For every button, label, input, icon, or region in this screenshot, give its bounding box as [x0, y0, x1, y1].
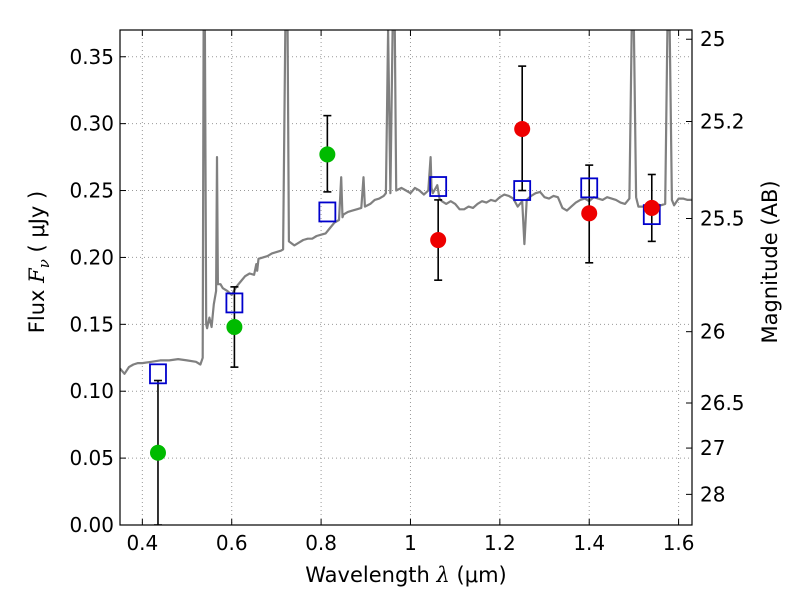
y2-tick-label: 28: [700, 482, 725, 506]
axis-ticks: 0.4 0.6 0.8 1 1.2 1.4 1.6 0.00 0.05 0.10 0.15 0.20 0…: [69, 27, 744, 555]
y-axis-title: Flux Fν ( μJy ): [25, 191, 53, 333]
observed-green-point: [149, 444, 166, 461]
errorbar-group: [153, 65, 656, 525]
y-tick-label: 0.00: [69, 513, 114, 537]
x-tick-label: 0.4: [126, 531, 158, 555]
y2-tick-label: 26.5: [700, 391, 745, 415]
observed-red-point: [643, 199, 660, 216]
x-tick-label: 1.6: [663, 531, 695, 555]
model-square-marker: [580, 177, 599, 199]
plot-frame: [119, 29, 693, 526]
model-photometry-group: [149, 176, 661, 385]
y-tick-label: 0.15: [69, 312, 114, 336]
model-square-marker: [513, 180, 532, 201]
y2-tick-label: 26: [700, 320, 725, 344]
observed-green-point: [226, 319, 243, 335]
observed-photometry-group: [149, 121, 660, 461]
observed-red-point: [430, 232, 447, 249]
model-square-marker: [225, 292, 244, 314]
model-square-marker: [149, 363, 167, 385]
y2-tick-label: 25.2: [700, 110, 745, 134]
y2-tick-label: 25: [700, 27, 725, 51]
observed-green-point: [319, 146, 336, 163]
model-square-marker: [429, 176, 448, 197]
model-square-marker: [318, 201, 337, 223]
x-axis-title: Wavelength λ (μm): [305, 563, 506, 587]
y2-axis-title: Magnitude (AB): [758, 180, 782, 343]
template-spectrum-group: [120, 30, 692, 375]
x-tick-label: 1: [404, 531, 417, 555]
x-tick-label: 1.4: [573, 531, 605, 555]
y-tick-label: 0.20: [69, 245, 114, 269]
observed-red-point: [514, 121, 531, 137]
x-tick-label: 1.2: [484, 531, 516, 555]
y-tick-label: 0.35: [69, 45, 114, 69]
y-tick-label: 0.05: [69, 446, 114, 470]
x-tick-label: 0.6: [216, 531, 248, 555]
y-tick-label: 0.10: [69, 379, 114, 403]
template-spectrum-line: [120, 30, 692, 375]
y-tick-label: 0.25: [69, 179, 114, 203]
x-tick-label: 0.8: [305, 531, 337, 555]
observed-red-point: [581, 205, 598, 222]
y-tick-label: 0.30: [69, 112, 114, 136]
y2-tick-label: 27: [700, 436, 725, 460]
y2-tick-label: 25.5: [700, 207, 745, 231]
